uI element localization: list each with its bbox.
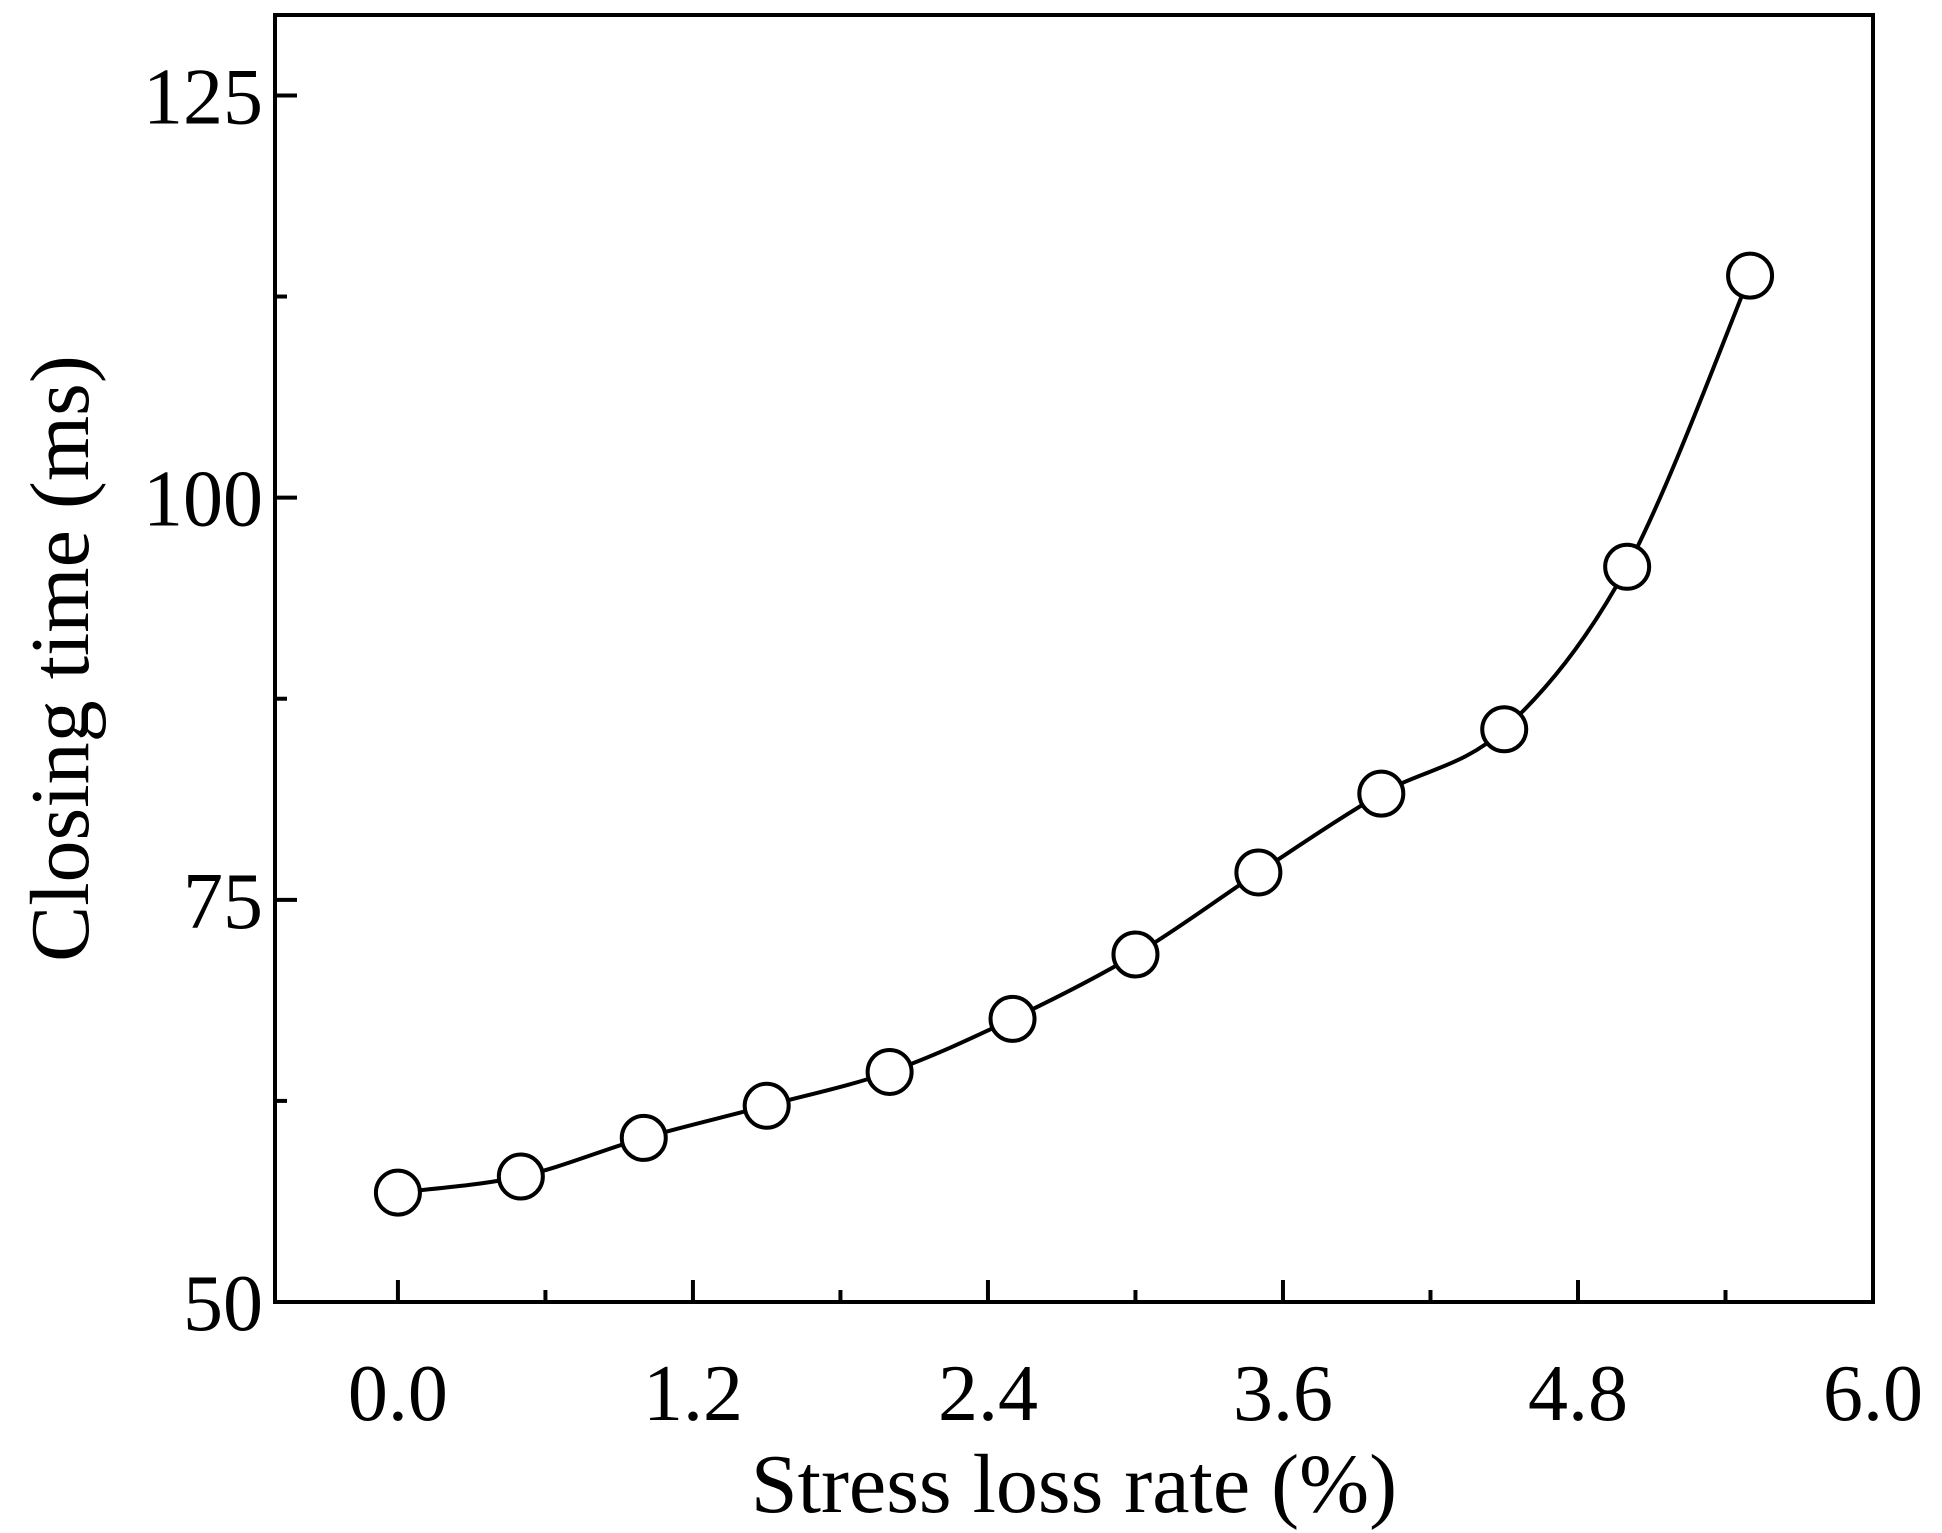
data-point (1357, 769, 1406, 818)
y-axis-label: Closing time (ms) (14, 355, 107, 962)
x-tick-label: 0.0 (348, 1350, 448, 1438)
plot-frame (273, 13, 1875, 1304)
x-tick-labels: 0.0 1.2 2.4 3.6 4.8 6.0 (348, 1350, 1923, 1438)
data-point (1603, 542, 1652, 591)
y-tick-label: 100 (143, 456, 263, 544)
data-point (988, 994, 1037, 1043)
data-point (1726, 251, 1775, 300)
y-tick-labels: 50 75 100 125 (143, 53, 263, 1348)
y-tick-label: 75 (183, 858, 263, 946)
x-axis-label: Stress loss rate (%) (751, 1438, 1397, 1531)
data-markers (373, 251, 1775, 1217)
y-tick-label: 125 (143, 53, 263, 141)
data-point (373, 1168, 422, 1217)
data-point (1111, 930, 1160, 979)
data-point (742, 1081, 791, 1130)
x-tick-label: 6.0 (1823, 1350, 1923, 1438)
series-curve (397, 274, 1752, 1195)
data-point (496, 1152, 545, 1201)
x-tick-label: 3.6 (1233, 1350, 1333, 1438)
data-point (1480, 705, 1529, 754)
axis-ticks (275, 93, 1875, 1304)
x-tick-label: 1.2 (643, 1350, 743, 1438)
data-point (1234, 848, 1283, 897)
data-point (619, 1113, 668, 1162)
data-point (865, 1047, 914, 1096)
y-tick-label: 50 (183, 1260, 263, 1348)
x-tick-label: 2.4 (938, 1350, 1038, 1438)
x-tick-label: 4.8 (1528, 1350, 1628, 1438)
